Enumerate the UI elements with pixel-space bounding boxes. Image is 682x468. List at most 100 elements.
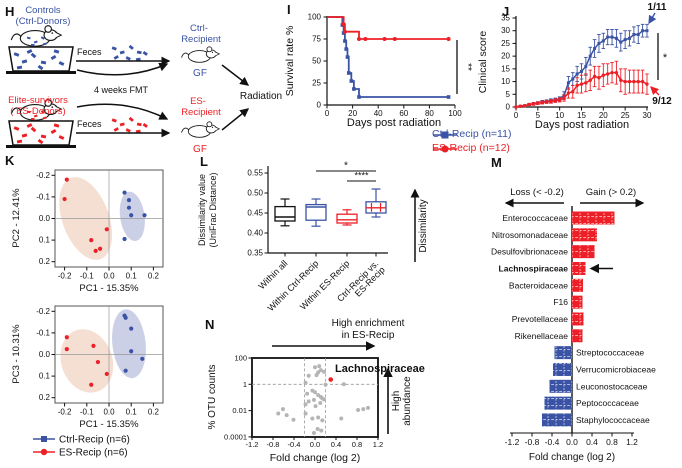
significance-label: ****	[354, 171, 369, 181]
data-point	[363, 37, 368, 41]
svg-text:0.0001: 0.0001	[224, 432, 247, 441]
svg-text:0.2: 0.2	[148, 272, 160, 281]
dissimilarity-arrow-label: Dissimilarity	[418, 199, 429, 252]
panel-label-h: H	[5, 4, 14, 19]
panel-l-dissimilarity-boxplot: L 0.35 0.40 0.45 0.50 0.55 Dissimilarity valu…	[197, 154, 429, 313]
data-point	[345, 55, 350, 59]
taxa-label: Bacteroidaceae	[509, 280, 568, 290]
data-point	[303, 411, 308, 416]
data-point	[640, 79, 645, 84]
svg-text:0.55: 0.55	[247, 169, 263, 178]
data-point	[356, 408, 361, 413]
svg-text:35: 35	[501, 13, 510, 22]
mouse-icon	[10, 99, 63, 121]
svg-text:0.2: 0.2	[39, 393, 51, 402]
data-point	[636, 33, 640, 37]
radiation-arrow	[221, 108, 250, 131]
svg-text:0.0: 0.0	[39, 350, 51, 359]
data-point	[276, 411, 281, 416]
significance-label: *	[344, 161, 348, 172]
panel-m-foldchange-barchart: M Loss (< -0.2) Gain (> 0.2) Enterococcace…	[491, 155, 656, 463]
data-point	[536, 101, 540, 105]
data-point	[645, 29, 649, 33]
loss-header: Loss (< -0.2)	[510, 187, 564, 198]
data-point	[122, 236, 127, 242]
data-point	[382, 37, 387, 41]
data-point	[291, 417, 296, 422]
data-point	[64, 347, 69, 352]
panel-label-l: L	[200, 154, 208, 169]
data-point	[280, 407, 285, 412]
x-axis-label: Days post radiation	[347, 117, 441, 129]
data-point	[306, 399, 311, 404]
svg-text:20: 20	[348, 109, 357, 118]
svg-text:0.8: 0.8	[606, 437, 618, 447]
ctrl-donors-label: (Ctrl-Donors)	[16, 16, 71, 27]
data-point	[544, 100, 549, 104]
data-point	[316, 415, 321, 420]
x-axis-label: Days post radiation	[535, 119, 629, 131]
data-point	[579, 82, 584, 86]
data-point	[619, 78, 623, 82]
chart-title: High enrichment	[332, 318, 405, 329]
data-point	[317, 364, 322, 369]
svg-text:5: 5	[536, 111, 541, 120]
taxa-label: Streptococcaceae	[576, 348, 644, 358]
es-recipient-label-1: ES-	[190, 96, 206, 107]
box	[305, 203, 327, 221]
data-point	[518, 104, 523, 108]
svg-text:0.8: 0.8	[352, 440, 362, 449]
radiation-arrow	[221, 64, 250, 86]
data-point	[514, 105, 518, 109]
highlighted-point	[328, 377, 334, 382]
fmt-duration-label: 4 weeks FMT	[94, 85, 149, 95]
data-point	[392, 37, 397, 41]
data-point	[305, 391, 310, 396]
data-point	[341, 382, 346, 387]
svg-text:1.2: 1.2	[626, 437, 638, 447]
data-point	[588, 54, 592, 58]
data-point	[321, 369, 326, 374]
data-point	[318, 368, 323, 373]
data-point	[311, 397, 316, 402]
svg-text:-0.8: -0.8	[267, 440, 280, 449]
x-axis-label: Fold change (log 2)	[529, 452, 615, 463]
data-point	[562, 96, 566, 100]
svg-text:-0.2: -0.2	[36, 307, 50, 316]
taxa-label: F16	[553, 297, 568, 307]
group-ellipse	[60, 329, 114, 393]
data-point	[575, 83, 579, 88]
data-point	[321, 397, 326, 402]
data-point	[557, 98, 562, 102]
annotation-survivors-es: 9/12	[652, 96, 672, 107]
data-point	[123, 315, 128, 320]
data-point	[579, 69, 583, 73]
svg-text:0.1: 0.1	[39, 372, 51, 381]
data-point	[645, 82, 649, 86]
svg-text:0.01: 0.01	[232, 406, 247, 415]
svg-text:-0.1: -0.1	[80, 272, 94, 281]
y-axis-label: Clinical score	[477, 31, 489, 94]
svg-text:5: 5	[506, 90, 511, 99]
legend-item-es-recip: ES-Recip (n=12)	[432, 143, 511, 154]
data-point	[636, 79, 640, 84]
significance-label: **	[462, 63, 473, 71]
svg-text:30: 30	[643, 111, 652, 120]
data-point	[566, 91, 571, 95]
data-point	[140, 356, 145, 361]
data-point	[597, 76, 601, 80]
svg-text:0.40: 0.40	[247, 229, 263, 238]
svg-text:40: 40	[374, 109, 383, 118]
panel-label-m: M	[491, 155, 502, 170]
data-point	[129, 326, 134, 331]
box	[336, 213, 358, 224]
x-axis-label: PC1 - 15.35%	[79, 283, 139, 294]
svg-text:25: 25	[621, 111, 630, 120]
data-point	[593, 47, 597, 51]
svg-text:-0.1: -0.1	[36, 328, 50, 337]
data-point	[64, 335, 69, 340]
data-point	[341, 22, 346, 27]
box	[274, 205, 296, 222]
data-point	[610, 70, 614, 75]
svg-text:20: 20	[501, 52, 510, 61]
